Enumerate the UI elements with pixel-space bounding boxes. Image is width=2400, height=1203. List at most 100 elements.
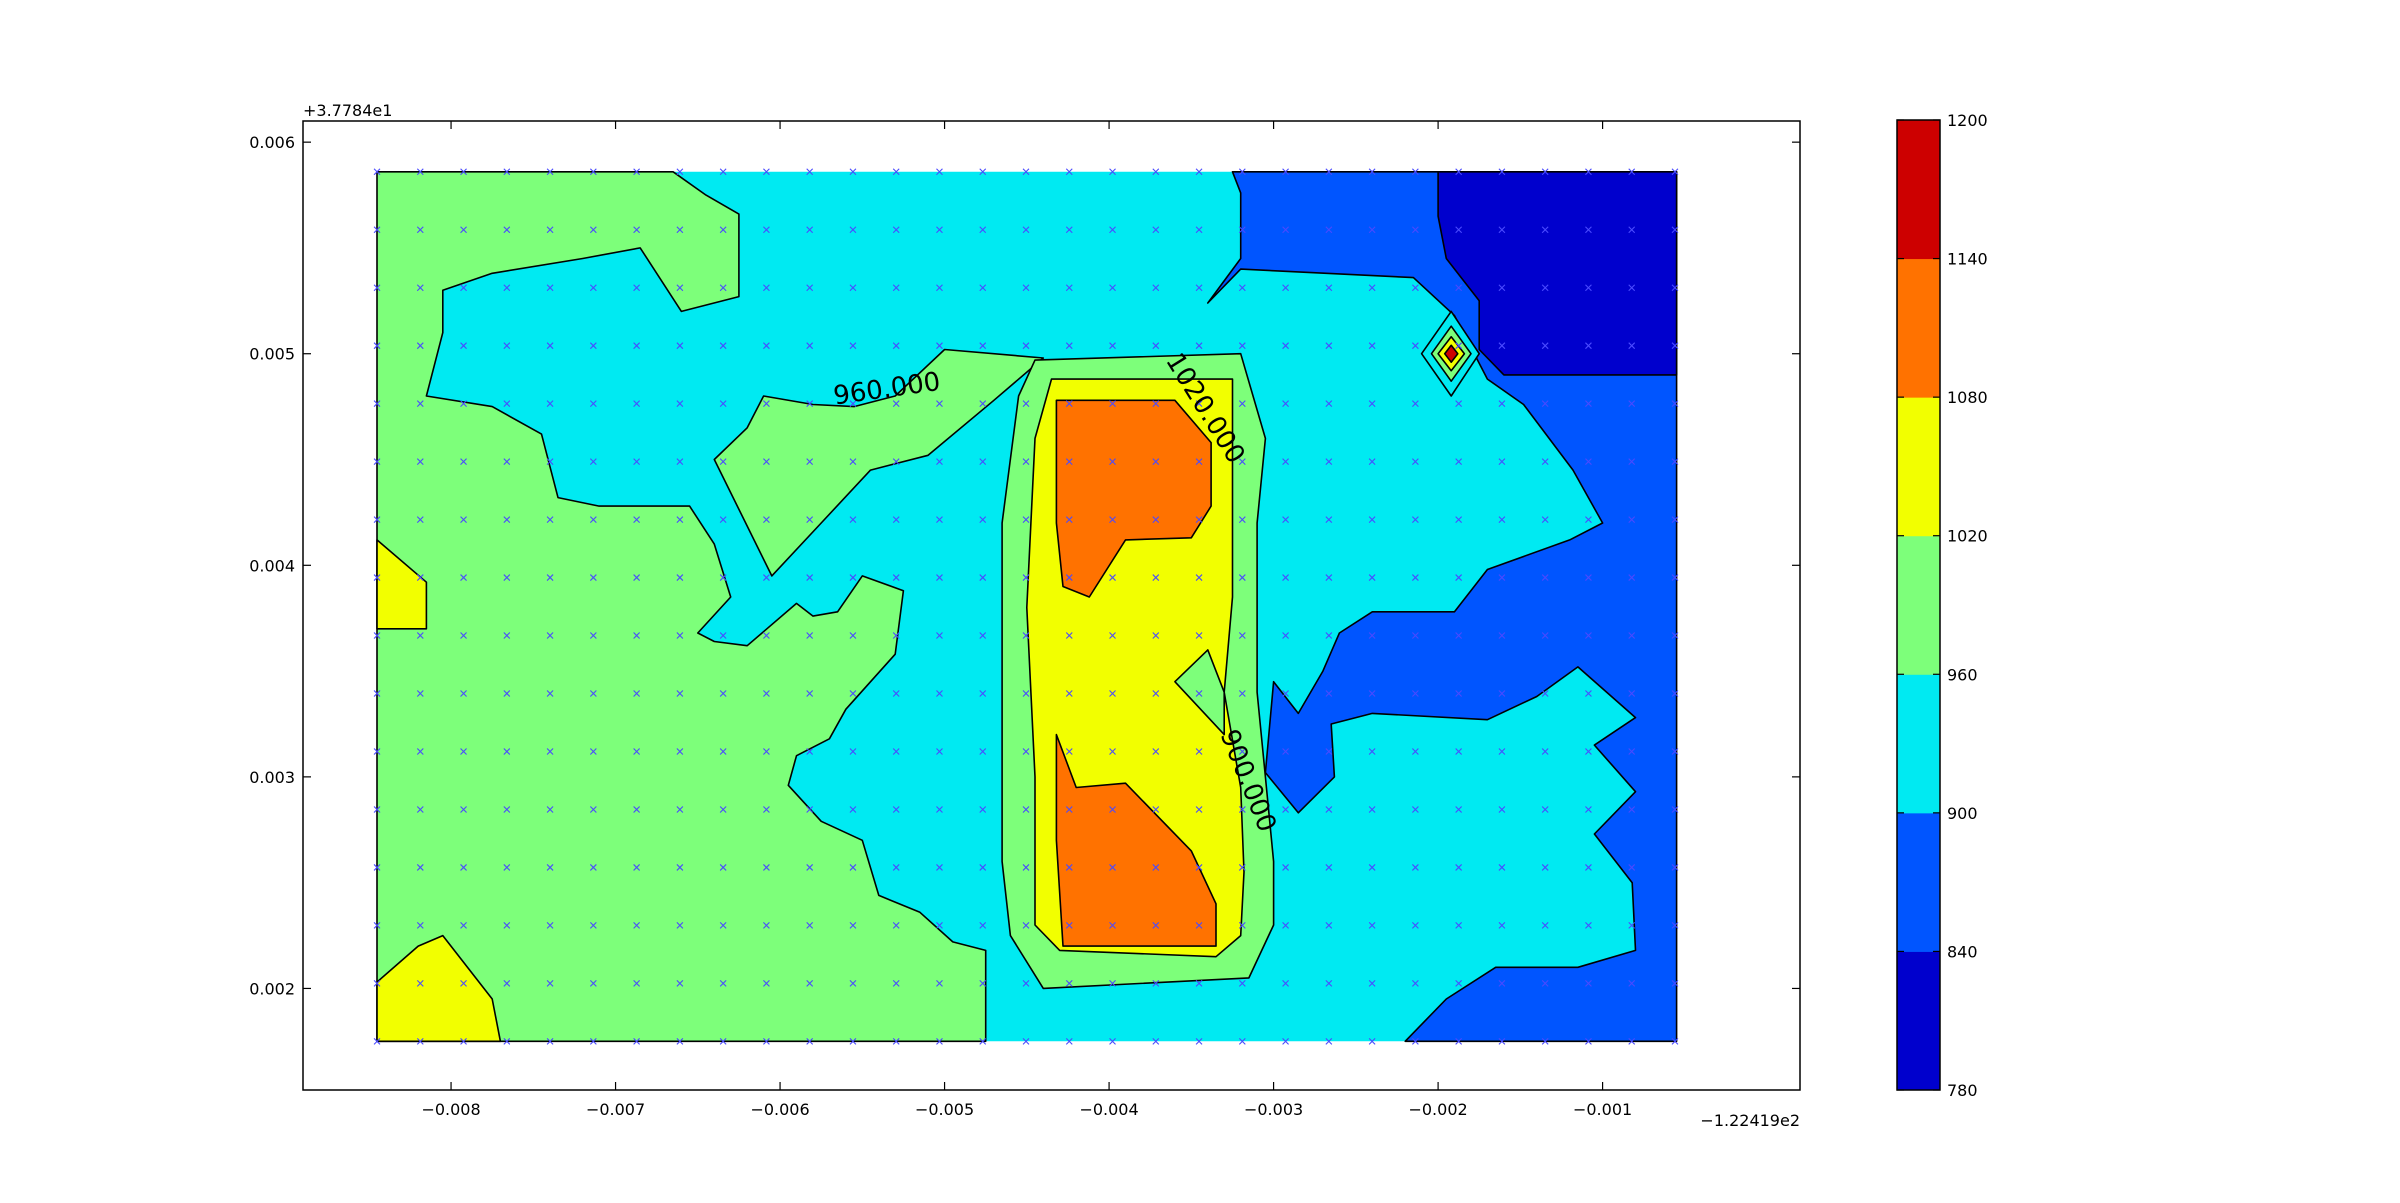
sample-point: [763, 1037, 770, 1045]
sample-point: [1368, 632, 1376, 639]
sample-point: [979, 226, 987, 234]
sample-point: [633, 690, 641, 697]
x-tick-label: −0.001: [1573, 1100, 1632, 1119]
sample-point: [763, 748, 770, 755]
sample-point: [849, 342, 857, 350]
sample-point: [936, 806, 943, 813]
sample-point: [676, 516, 684, 523]
sample-point: [1368, 226, 1376, 234]
sample-point: [1065, 516, 1073, 523]
sample-point: [1195, 1037, 1203, 1045]
sample-point: [719, 690, 727, 697]
sample-point: [503, 748, 511, 755]
sample-point: [719, 574, 727, 581]
sample-point: [849, 284, 857, 292]
sample-point: [1671, 342, 1679, 350]
sample-point: [1109, 864, 1116, 871]
sample-point: [460, 574, 467, 581]
sample-point: [503, 1037, 511, 1045]
sample-point: [416, 168, 424, 176]
sample-point: [676, 574, 684, 581]
sample-point: [1109, 342, 1116, 350]
sample-point: [1412, 342, 1419, 350]
sample-point: [1282, 632, 1289, 639]
x-axis: −0.008 −0.007 −0.006 −0.005 −0.004 −0.003 −0.0…: [421, 121, 1632, 1119]
sample-point: [546, 690, 554, 697]
sample-point: [1282, 516, 1289, 523]
sample-point: [1412, 1037, 1419, 1045]
contour-region-1020: [376, 539, 428, 630]
sample-point: [979, 690, 987, 697]
sample-point: [936, 574, 943, 581]
sample-point: [1368, 690, 1376, 697]
sample-point: [589, 168, 597, 176]
sample-point: [1498, 806, 1506, 813]
colorbar-tick-label: 1200: [1947, 111, 1988, 130]
sample-point: [979, 1037, 987, 1045]
sample-point: [1238, 690, 1246, 697]
sample-point: [1325, 284, 1333, 292]
sample-point: [763, 284, 770, 292]
sample-point: [892, 922, 900, 929]
sample-point: [1585, 979, 1592, 987]
sample-point: [719, 458, 727, 466]
sample-point: [633, 168, 641, 176]
sample-point: [806, 806, 814, 813]
sample-point: [1282, 1037, 1289, 1045]
sample-point: [460, 748, 467, 755]
sample-point: [1585, 806, 1592, 813]
sample-point: [416, 864, 424, 871]
sample-point: [1065, 806, 1073, 813]
sample-point: [1022, 632, 1030, 639]
sample-point: [1585, 284, 1592, 292]
sample-point: [676, 864, 684, 871]
colorbar-tick-label: 900: [1947, 804, 1978, 823]
sample-point: [460, 806, 467, 813]
sample-point: [1109, 690, 1116, 697]
sample-point: [1671, 979, 1679, 987]
sample-point: [1325, 748, 1333, 755]
sample-point: [1022, 458, 1030, 466]
sample-point: [1022, 516, 1030, 523]
sample-point: [1541, 1037, 1549, 1045]
sample-point: [979, 748, 987, 755]
sample-point: [1152, 226, 1160, 234]
sample-point: [1109, 574, 1116, 581]
sample-point: [979, 632, 987, 639]
sample-point: [546, 748, 554, 755]
sample-point: [1628, 922, 1636, 929]
sample-point: [1628, 1037, 1636, 1045]
sample-point: [1541, 400, 1549, 408]
sample-point: [1022, 342, 1030, 350]
sample-point: [1368, 574, 1376, 581]
sample-point: [1541, 748, 1549, 755]
sample-point: [589, 342, 597, 350]
sample-point: [460, 979, 467, 987]
sample-point: [806, 922, 814, 929]
sample-point: [1541, 342, 1549, 350]
sample-point: [460, 632, 467, 639]
sample-point: [1541, 922, 1549, 929]
sample-point: [763, 690, 770, 697]
sample-point: [1282, 226, 1289, 234]
sample-point: [373, 168, 381, 176]
sample-point: [1498, 284, 1506, 292]
sample-point: [1152, 284, 1160, 292]
sample-point: [1022, 922, 1030, 929]
sample-point: [763, 632, 770, 639]
sample-point: [1541, 806, 1549, 813]
sample-point: [1585, 632, 1592, 639]
sample-point: [503, 284, 511, 292]
colorbar-tick-label: 1080: [1947, 388, 1988, 407]
sample-point: [849, 168, 857, 176]
sample-point: [1498, 168, 1506, 176]
sample-point: [1628, 632, 1636, 639]
contour-region-1020: [376, 171, 987, 1043]
sample-point: [1022, 1037, 1030, 1045]
sample-point: [373, 400, 381, 408]
sample-point: [373, 979, 381, 987]
sample-point: [1455, 690, 1463, 697]
sample-point: [1238, 748, 1246, 755]
sample-point: [589, 458, 597, 466]
sample-point: [1585, 690, 1592, 697]
